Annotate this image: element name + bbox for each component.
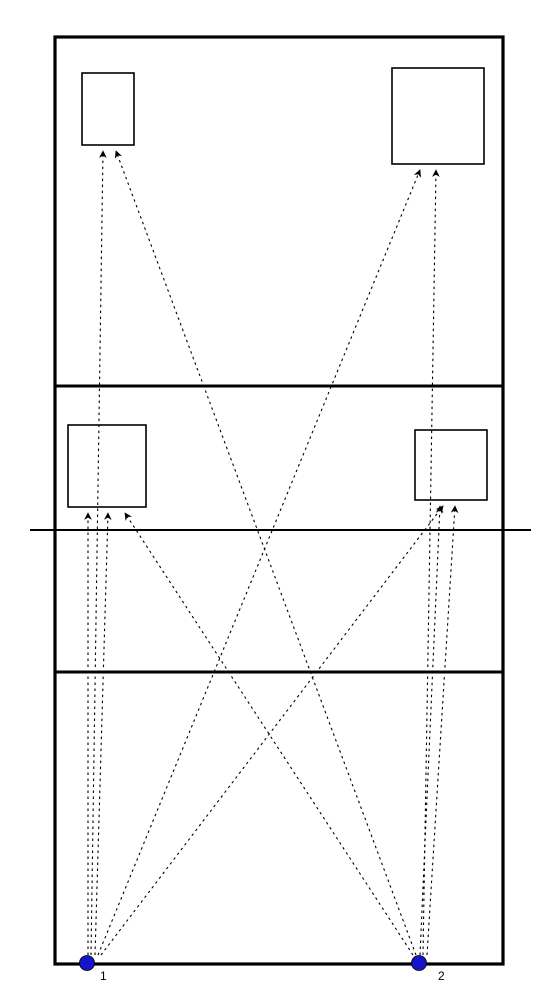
arrow-3 [95, 513, 108, 955]
mid-right-box [415, 430, 487, 500]
top-right-box [392, 68, 484, 164]
source-label-1: 1 [100, 969, 107, 983]
source-point-1 [80, 956, 95, 971]
arrow-9 [420, 506, 440, 955]
arrow-5 [116, 151, 416, 955]
diagram-canvas: 12 [0, 0, 550, 1000]
arrow-6 [423, 170, 436, 955]
arrow-8 [427, 506, 455, 955]
arrow-0 [91, 151, 103, 955]
source-label-2: 2 [438, 969, 445, 983]
mid-left-box [68, 425, 146, 507]
arrow-1 [98, 170, 420, 955]
top-left-box [82, 73, 134, 145]
arrow-4 [101, 506, 443, 955]
source-point-2 [412, 956, 427, 971]
